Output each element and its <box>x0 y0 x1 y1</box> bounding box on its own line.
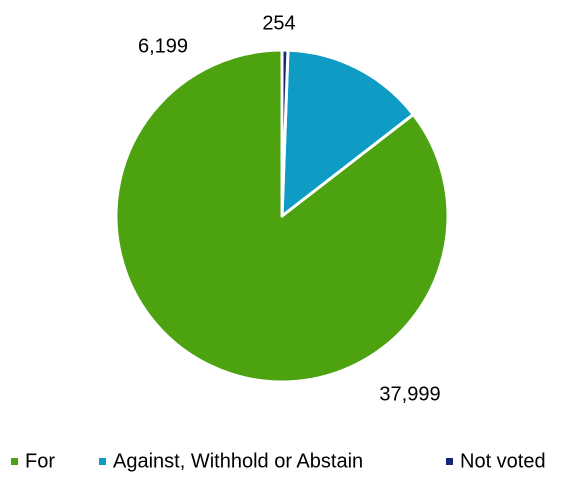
legend-label-against: Against, Withhold or Abstain <box>113 450 363 472</box>
data-label-for: 37,999 <box>379 383 440 405</box>
legend-marker-not-voted <box>446 458 453 465</box>
legend: For Against, Withhold or Abstain Not vot… <box>11 450 546 472</box>
data-label-not-voted: 254 <box>262 12 295 34</box>
legend-label-for: For <box>25 450 55 472</box>
legend-marker-for <box>11 458 18 465</box>
legend-label-not-voted: Not voted <box>460 450 546 472</box>
legend-marker-against <box>99 458 106 465</box>
pie-slices <box>114 48 450 384</box>
data-labels: 37,999 6,199 254 <box>138 12 441 405</box>
data-label-against: 6,199 <box>138 35 188 57</box>
pie-slice-not-voted <box>280 48 290 218</box>
pie-slice-against <box>280 48 415 218</box>
